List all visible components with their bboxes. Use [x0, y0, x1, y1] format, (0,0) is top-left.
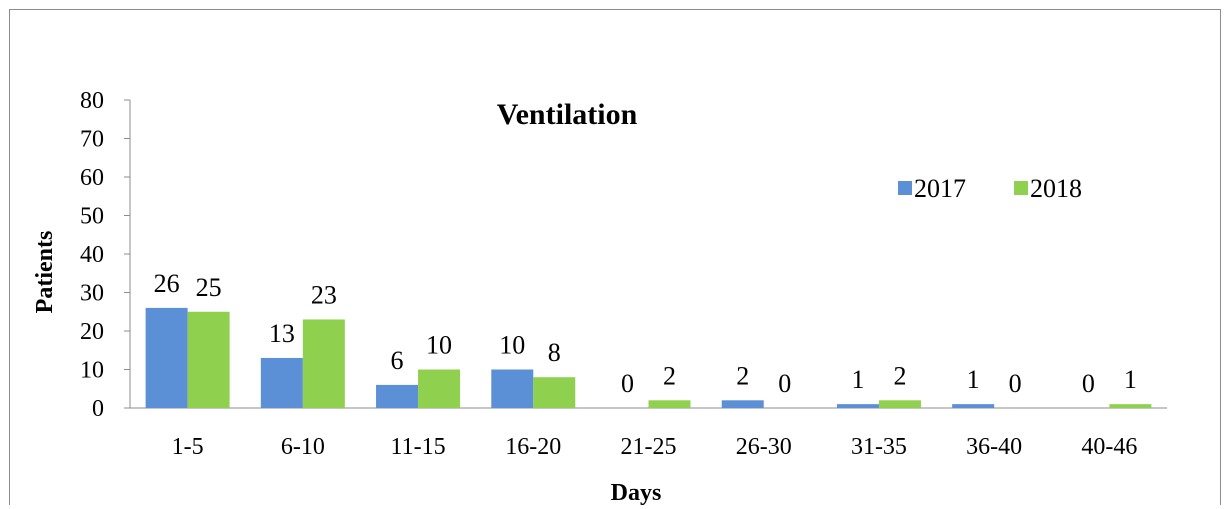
bar-2017-36-40 [952, 404, 995, 408]
x-tick-label: 21-25 [621, 434, 677, 460]
bar-2018-11-15 [418, 369, 461, 408]
chart-frame [9, 9, 1221, 505]
x-tick-label: 40-46 [1081, 434, 1137, 460]
x-tick-label: 26-30 [736, 434, 792, 460]
x-tick-label: 16-20 [505, 434, 561, 460]
y-tick-label: 80 [80, 88, 104, 114]
bar-2018-21-25 [648, 400, 691, 408]
y-tick-label: 20 [80, 319, 104, 345]
data-label-2017-26-30: 2 [736, 361, 749, 390]
data-label-2017-16-20: 10 [499, 331, 525, 360]
data-label-2018-16-20: 8 [548, 338, 561, 367]
legend-swatch-2018 [1014, 181, 1028, 195]
data-label-2018-31-35: 2 [893, 361, 906, 390]
x-tick-label: 6-10 [281, 434, 325, 460]
x-tick-label: 36-40 [966, 434, 1022, 460]
data-label-2018-11-15: 10 [426, 331, 452, 360]
bar-2018-31-35 [878, 400, 921, 408]
data-label-2018-26-30: 0 [778, 369, 791, 398]
x-tick-label: 1-5 [172, 434, 204, 460]
chart-title: Ventilation [497, 98, 638, 131]
y-tick-label: 0 [92, 396, 104, 422]
data-label-2017-1-5: 26 [154, 269, 180, 298]
data-label-2018-6-10: 23 [311, 280, 337, 309]
data-label-2017-6-10: 13 [269, 319, 295, 348]
data-label-2017-11-15: 6 [391, 346, 404, 375]
bars [145, 307, 1152, 408]
bar-2018-16-20 [533, 377, 576, 408]
data-label-2018-21-25: 2 [663, 361, 676, 390]
x-axis-title: Days [611, 480, 662, 506]
x-tick-label: 11-15 [391, 434, 446, 460]
y-axis-title: Patients [32, 231, 58, 314]
bar-2018-1-5 [187, 311, 230, 408]
bar-2017-6-10 [260, 357, 303, 408]
bar-2017-26-30 [721, 400, 764, 408]
bar-2018-40-46 [1109, 404, 1152, 408]
bar-2017-16-20 [491, 369, 534, 408]
data-label-2017-40-46: 0 [1082, 369, 1095, 398]
y-tick-label: 10 [80, 358, 104, 384]
legend-swatch-2017 [898, 181, 912, 195]
legend: 2017 2018 [898, 174, 1082, 203]
y-tick-label: 30 [80, 281, 104, 307]
y-tick-label: 70 [80, 127, 104, 153]
bar-2017-31-35 [836, 404, 879, 408]
data-label-2018-1-5: 25 [196, 273, 222, 302]
data-label-2017-31-35: 1 [851, 365, 864, 394]
bar-2017-1-5 [145, 307, 188, 408]
legend-label-2018: 2018 [1030, 174, 1082, 203]
y-tick-label: 50 [80, 204, 104, 230]
bar-2017-11-15 [376, 384, 419, 408]
y-tick-label: 40 [80, 242, 104, 268]
data-label-2018-36-40: 0 [1009, 369, 1022, 398]
data-label-2017-21-25: 0 [621, 369, 634, 398]
x-tick-label: 31-35 [851, 434, 907, 460]
data-label-2018-40-46: 1 [1124, 365, 1137, 394]
legend-label-2017: 2017 [914, 174, 966, 203]
data-label-2017-36-40: 1 [967, 365, 980, 394]
bar-2018-6-10 [302, 319, 345, 408]
y-tick-label: 60 [80, 165, 104, 191]
